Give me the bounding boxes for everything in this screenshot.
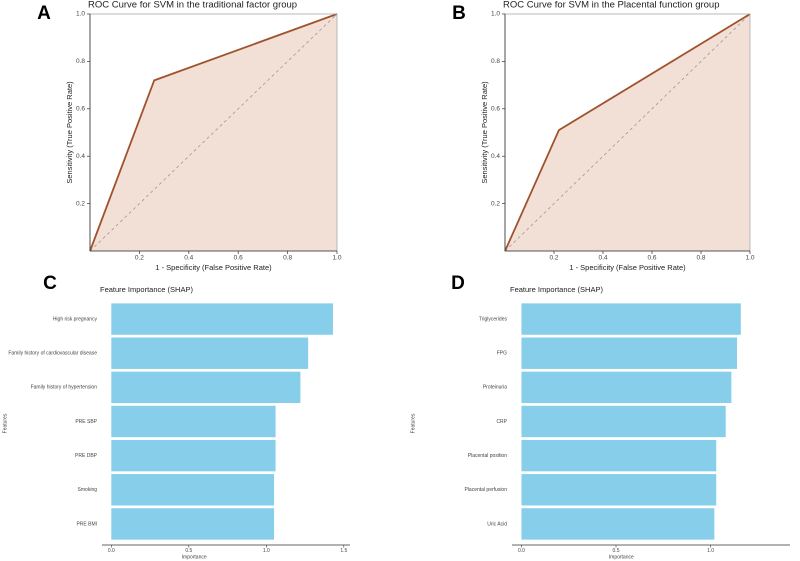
y-axis-label: Features (410, 413, 416, 433)
x-tick-label: 0.4 (184, 255, 193, 262)
panel-letter: C (43, 273, 57, 294)
x-tick-label: 0.8 (696, 255, 705, 262)
x-tick-label: 0.2 (549, 255, 558, 262)
y-tick-label: FPG (497, 351, 507, 357)
y-axis-label: Sensitivity (True Positive Rate) (65, 81, 74, 184)
x-tick-label: 0.5 (613, 548, 620, 554)
y-tick-label: 0.6 (76, 106, 85, 113)
bar (521, 337, 738, 369)
bar (111, 303, 333, 335)
x-tick-label: 0.0 (518, 548, 525, 554)
y-tick-label: High risk pregnancy (53, 316, 98, 322)
y-tick-label: Family history of hypertension (31, 385, 98, 391)
x-tick-label: 1.0 (263, 548, 270, 554)
x-tick-label: 1.0 (332, 255, 341, 262)
bar (521, 474, 717, 506)
y-axis-label: Features (2, 413, 8, 433)
bar (111, 508, 275, 540)
chart-title: ROC Curve for SVM in the traditional fac… (88, 0, 297, 11)
chart-title: Feature Importance (SHAP) (100, 285, 193, 294)
chart-title: ROC Curve for SVM in the Placental funct… (503, 0, 720, 11)
bar (521, 439, 717, 472)
panel-letter: A (37, 3, 51, 24)
bar (521, 303, 741, 335)
roc-line (504, 13, 751, 252)
x-axis-label: 1 - Specificity (False Positive Rate) (155, 263, 272, 272)
x-tick-label: 1.0 (707, 548, 714, 554)
y-axis-label: Sensitivity (True Positive Rate) (480, 81, 489, 184)
y-tick-label: Placental perfusion (464, 487, 507, 493)
y-tick-label: PRE BMI (76, 521, 97, 527)
chart-title: Feature Importance (SHAP) (510, 285, 603, 294)
bar (111, 337, 309, 369)
bar (521, 405, 726, 438)
bar (111, 474, 275, 506)
y-tick-label: PRE DBP (75, 453, 98, 459)
y-tick-label: 1.0 (76, 11, 85, 18)
y-tick-label: Triglycerides (479, 316, 508, 322)
x-tick-label: 0.4 (598, 255, 607, 262)
x-tick-label: 1.0 (745, 255, 754, 262)
x-tick-label: 1.5 (340, 548, 347, 554)
x-tick-label: 0.6 (234, 255, 243, 262)
roc-line (89, 13, 338, 252)
bar (111, 371, 301, 404)
x-tick-label: 0.5 (185, 548, 192, 554)
y-tick-label: 0.2 (491, 200, 500, 207)
y-tick-label: CRP (496, 419, 507, 425)
y-tick-label: 0.8 (491, 58, 500, 65)
x-axis-label: Importance (182, 554, 207, 560)
y-tick-label: 0.4 (76, 153, 85, 160)
x-axis-label: 1 - Specificity (False Positive Rate) (569, 263, 686, 272)
y-tick-label: Family history of cardiovascular disease (8, 351, 97, 357)
x-tick-label: 0.0 (108, 548, 115, 554)
y-tick-label: PRE SBP (75, 419, 97, 425)
panel-letter: D (451, 273, 465, 294)
panel-letter: B (452, 3, 466, 24)
x-tick-label: 0.8 (283, 255, 292, 262)
bar (111, 439, 276, 472)
x-tick-label: 0.2 (135, 255, 144, 262)
bar (111, 405, 276, 438)
y-tick-label: 0.8 (76, 58, 85, 65)
y-tick-label: Smoking (78, 487, 98, 493)
y-tick-label: 0.6 (491, 106, 500, 113)
x-axis-label: Importance (609, 554, 634, 560)
y-tick-label: 1.0 (491, 11, 500, 18)
diagonal (504, 13, 751, 252)
y-tick-label: Proteinuria (483, 385, 507, 391)
bar (521, 371, 732, 404)
bar (521, 508, 715, 540)
y-tick-label: 0.4 (491, 153, 500, 160)
y-tick-label: Uric Acid (487, 521, 507, 527)
y-tick-label: Placental position (468, 453, 507, 459)
x-tick-label: 0.6 (647, 255, 656, 262)
y-tick-label: 0.2 (76, 200, 85, 207)
